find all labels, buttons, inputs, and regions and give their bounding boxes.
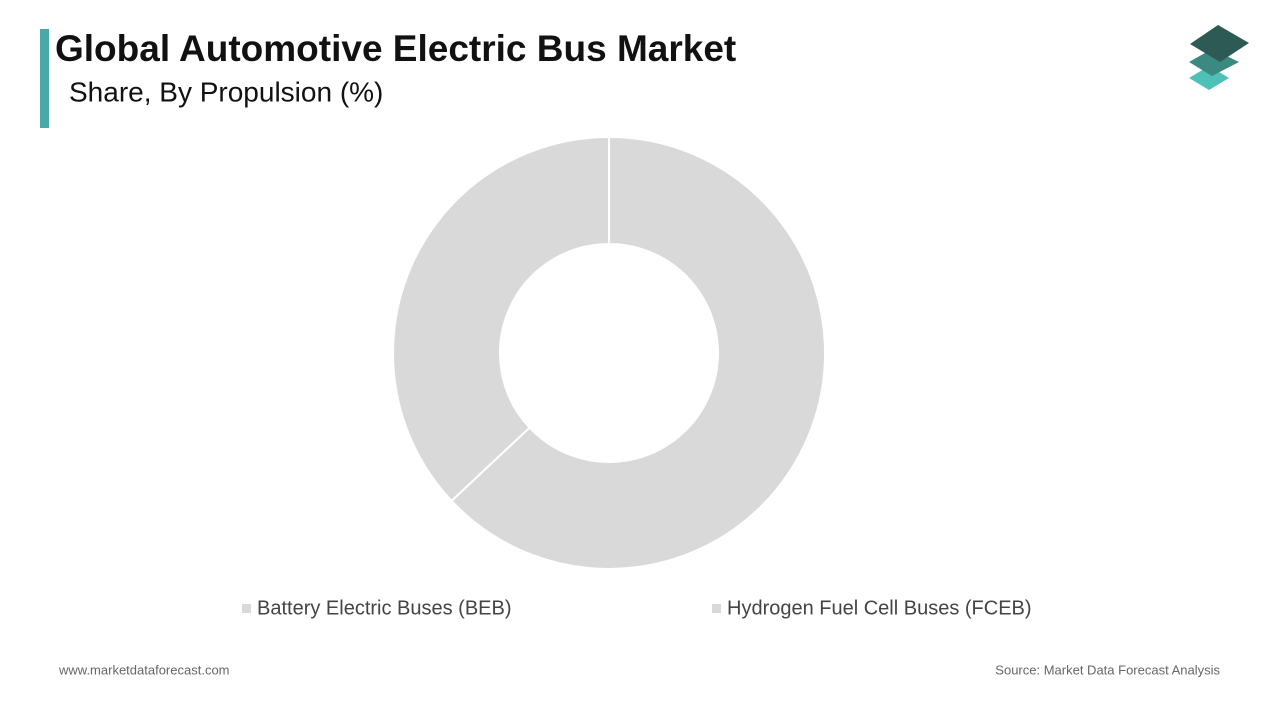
legend-marker bbox=[242, 604, 251, 613]
donut-slice bbox=[450, 135, 826, 570]
legend-label: Battery Electric Buses (BEB) bbox=[257, 597, 512, 619]
footer-source: Source: Market Data Forecast Analysis bbox=[995, 662, 1220, 677]
footer-website: www.marketdataforecast.com bbox=[58, 662, 230, 677]
logo bbox=[1189, 25, 1249, 90]
legend-label: Hydrogen Fuel Cell Buses (FCEB) bbox=[727, 597, 1032, 619]
title-accent bbox=[40, 29, 49, 128]
donut-slice bbox=[392, 135, 610, 503]
legend-marker bbox=[712, 604, 721, 613]
chart-subtitle: Share, By Propulsion (%) bbox=[69, 76, 383, 107]
chart-title: Global Automotive Electric Bus Market bbox=[55, 28, 736, 69]
